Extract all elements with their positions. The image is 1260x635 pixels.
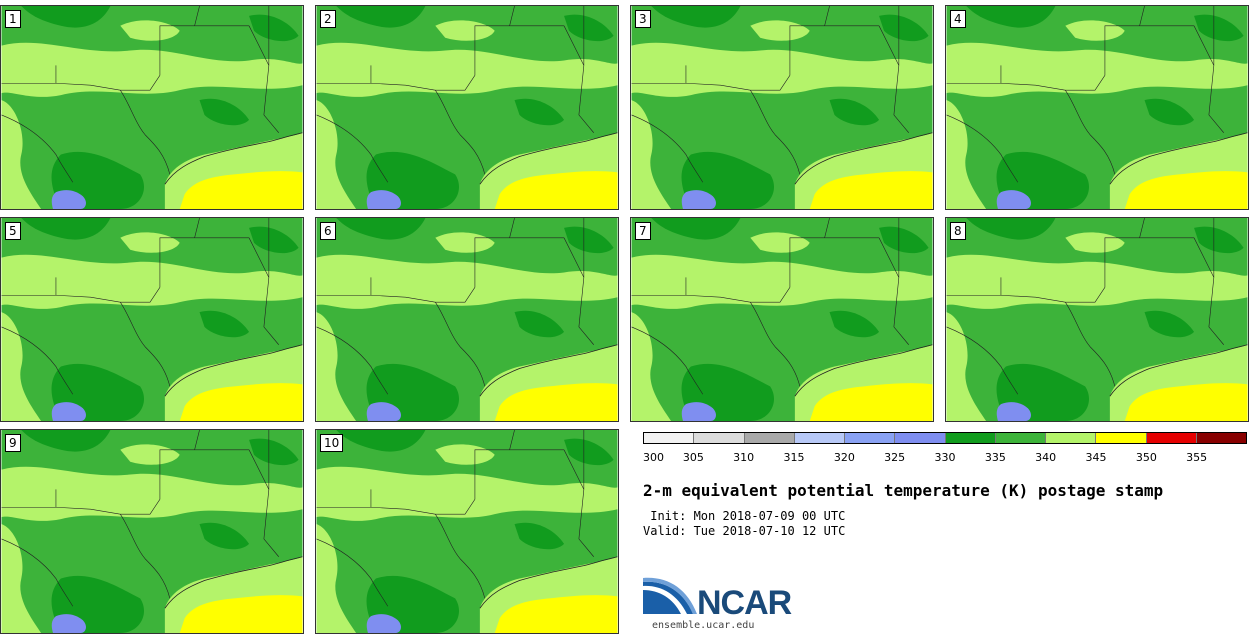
map-panel-4: 4 (945, 5, 1249, 210)
map-panel-8: 8 (945, 217, 1249, 422)
map-image (316, 6, 618, 209)
colorbar-tick-label: 330 (934, 451, 956, 464)
colorbar-swatch (895, 433, 946, 443)
panel-label: 8 (950, 222, 966, 240)
map-panel-7: 7 (630, 217, 934, 422)
map-panel-6: 6 (315, 217, 619, 422)
map-image (631, 218, 933, 421)
panel-label: 2 (320, 10, 336, 28)
colorbar-tick-label: 300 (643, 451, 664, 464)
map-image (316, 430, 618, 633)
colorbar-tick-label: 350 (1135, 451, 1157, 464)
valid-time: Valid: Tue 2018-07-10 12 UTC (643, 524, 846, 538)
colorbar-tick-label: 305 (682, 451, 704, 464)
colorbar-swatch (1096, 433, 1147, 443)
colorbar-tick-label: 340 (1035, 451, 1057, 464)
map-image (946, 6, 1248, 209)
colorbar-tick-label: 325 (884, 451, 906, 464)
colorbar-tick-label: 310 (733, 451, 755, 464)
colorbar-swatch (744, 433, 795, 443)
colorbar-ticks: 300 305 310 315 320 325 330 335 340 345 350 355 (643, 451, 1247, 465)
colorbar-swatch (694, 433, 745, 443)
colorbar-tick-label: 320 (833, 451, 855, 464)
ncar-logo-text: NCAR (697, 584, 792, 622)
map-panel-3: 3 (630, 5, 934, 210)
colorbar-swatch (945, 433, 996, 443)
panel-label: 9 (5, 434, 21, 452)
colorbar-swatch (644, 433, 695, 443)
colorbar-tick-label: 335 (984, 451, 1006, 464)
map-panel-1: 1 (0, 5, 304, 210)
map-image (1, 430, 303, 633)
map-panel-2: 2 (315, 5, 619, 210)
colorbar-swatch (1196, 433, 1246, 443)
logo-url: ensemble.ucar.edu (652, 620, 755, 631)
init-time: Init: Mon 2018-07-09 00 UTC (643, 509, 846, 523)
map-image (1, 218, 303, 421)
map-image (1, 6, 303, 209)
panel-label: 7 (635, 222, 651, 240)
map-panel-5: 5 (0, 217, 304, 422)
panel-label: 6 (320, 222, 336, 240)
map-image (316, 218, 618, 421)
colorbar-swatch (845, 433, 896, 443)
panel-label: 10 (320, 434, 344, 452)
colorbar-tick-label: 345 (1085, 451, 1107, 464)
page-title: 2-m equivalent potential temperature (K)… (643, 481, 1164, 500)
colorbar-swatch (1046, 433, 1097, 443)
map-image (631, 6, 933, 209)
colorbar-tick-label: 315 (783, 451, 805, 464)
ncar-logo-icon (643, 577, 697, 614)
panel-label: 5 (5, 222, 21, 240)
map-panel-9: 9 (0, 429, 304, 634)
map-panel-10: 10 (315, 429, 619, 634)
colorbar-swatch (794, 433, 845, 443)
panel-label: 1 (5, 10, 21, 28)
panel-label: 4 (950, 10, 966, 28)
colorbar-swatch (995, 433, 1046, 443)
panel-label: 3 (635, 10, 651, 28)
colorbar-tick-label: 355 (1186, 451, 1208, 464)
map-image (946, 218, 1248, 421)
colorbar-swatch (1146, 433, 1197, 443)
colorbar (643, 432, 1247, 444)
